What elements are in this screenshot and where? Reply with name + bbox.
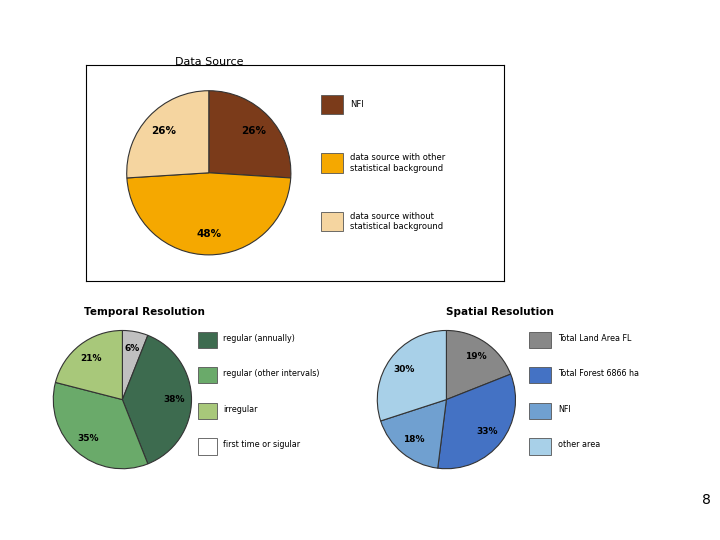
Text: other area: other area — [558, 441, 600, 449]
Text: regular (other intervals): regular (other intervals) — [223, 369, 320, 378]
Text: first time or sigular: first time or sigular — [223, 441, 300, 449]
Wedge shape — [55, 330, 122, 400]
Wedge shape — [122, 330, 148, 400]
Text: 26%: 26% — [241, 126, 266, 136]
FancyBboxPatch shape — [529, 367, 551, 383]
Text: irregular: irregular — [223, 405, 258, 414]
Text: 19%: 19% — [464, 352, 486, 361]
FancyBboxPatch shape — [529, 332, 551, 348]
Text: Aljoscha Requardt, University of Hamburg: Aljoscha Requardt, University of Hamburg — [552, 521, 713, 530]
Wedge shape — [127, 91, 209, 178]
Text: UH: UH — [662, 15, 687, 30]
Text: 26%: 26% — [151, 126, 176, 136]
Text: - Source, Temporal and Spatial Analysis and Evaluation: - Source, Temporal and Spatial Analysis … — [176, 22, 487, 32]
Text: data source with other
statistical background: data source with other statistical backg… — [351, 153, 446, 173]
Text: 38%: 38% — [163, 395, 185, 404]
Wedge shape — [381, 400, 446, 468]
FancyBboxPatch shape — [529, 438, 551, 455]
Text: data source without
statistical background: data source without statistical backgrou… — [351, 212, 444, 231]
FancyBboxPatch shape — [197, 403, 217, 419]
Text: UNECE/FAO Team of Specialist  25-27th of April 2005: UNECE/FAO Team of Specialist 25-27th of … — [7, 521, 209, 530]
Wedge shape — [377, 330, 446, 421]
Text: Temporal Resolution: Temporal Resolution — [84, 307, 204, 317]
Text: Total Forest 6866 ha: Total Forest 6866 ha — [558, 369, 639, 378]
Wedge shape — [438, 374, 516, 469]
Wedge shape — [446, 330, 510, 400]
FancyBboxPatch shape — [320, 153, 343, 173]
Wedge shape — [209, 91, 291, 178]
FancyBboxPatch shape — [197, 332, 217, 348]
Text: Spatial Resolution: Spatial Resolution — [446, 307, 554, 317]
Text: 48%: 48% — [197, 230, 221, 239]
Text: 21%: 21% — [80, 354, 102, 363]
FancyBboxPatch shape — [197, 367, 217, 383]
Text: NFI: NFI — [351, 100, 364, 109]
Text: Data Availability for C&I Reporting: Data Availability for C&I Reporting — [294, 521, 426, 530]
Text: 6%: 6% — [125, 344, 140, 353]
FancyBboxPatch shape — [320, 95, 343, 114]
FancyBboxPatch shape — [320, 212, 343, 231]
Text: regular (annually): regular (annually) — [223, 334, 294, 342]
Text: 8: 8 — [703, 492, 711, 507]
Text: Total Land Area FL: Total Land Area FL — [558, 334, 631, 342]
Text: 35%: 35% — [77, 434, 99, 443]
Text: ⛪: ⛪ — [662, 29, 673, 48]
Text: Results Data-Report: Results Data-Report — [7, 19, 181, 34]
Wedge shape — [127, 173, 291, 255]
FancyBboxPatch shape — [197, 438, 217, 455]
Wedge shape — [122, 335, 192, 464]
FancyBboxPatch shape — [529, 403, 551, 419]
Wedge shape — [53, 382, 148, 469]
Text: 33%: 33% — [477, 427, 498, 436]
Text: 30%: 30% — [394, 364, 415, 374]
Text: 18%: 18% — [402, 435, 424, 444]
Title: Data Source: Data Source — [174, 57, 243, 66]
Text: NFI: NFI — [558, 405, 571, 414]
